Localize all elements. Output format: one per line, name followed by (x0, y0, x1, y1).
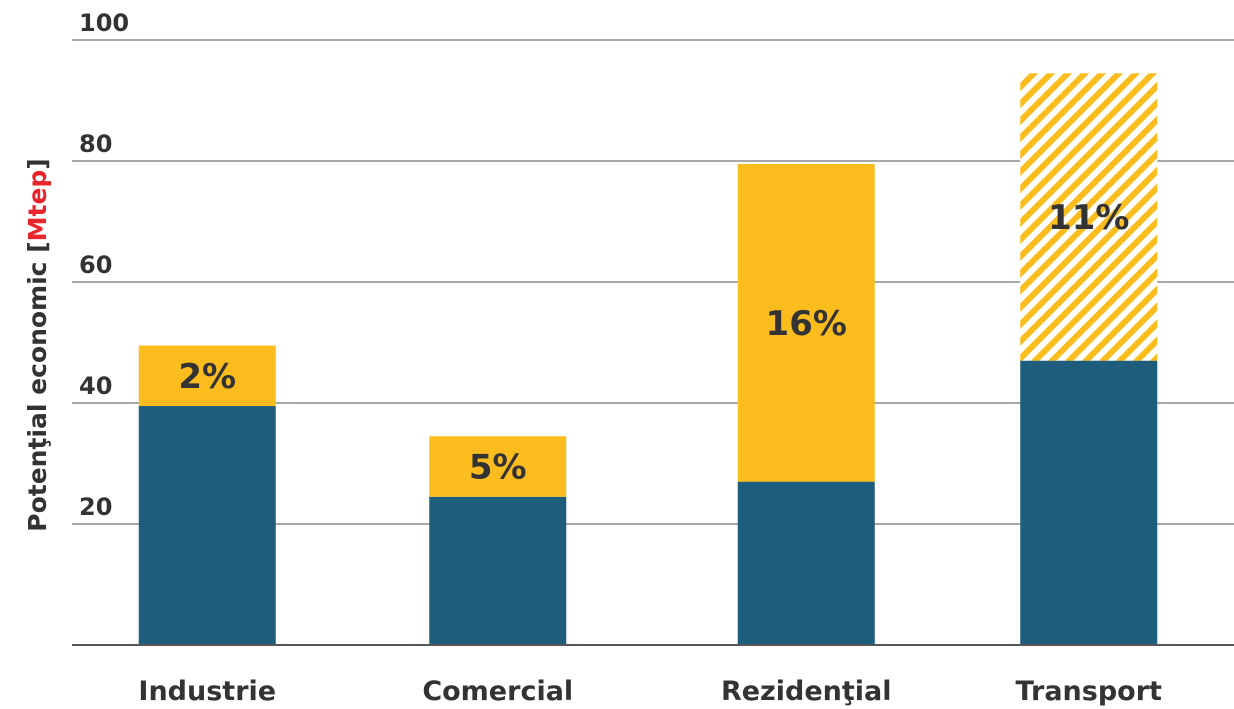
x-tick-label: Industrie (138, 676, 276, 707)
y-axis-label: Potenţial economic [Mtep] (23, 158, 52, 531)
y-axis-label-text: Potenţial economic [ (23, 241, 52, 531)
data-label: 5% (469, 448, 527, 488)
y-tick-label: 40 (79, 372, 112, 400)
x-tick-labels: Industrie Comercial Rezidenţial Transport (138, 676, 1162, 707)
x-tick-label: Comercial (422, 676, 573, 707)
y-tick-label: 20 (79, 493, 112, 521)
data-labels: 2% 5% 16% 11% (178, 198, 1129, 488)
x-tick-label: Rezidenţial (721, 676, 892, 707)
bar-transport-segment-1 (1020, 360, 1158, 645)
y-tick-label: 60 (79, 251, 112, 279)
bar-transport-segment-2 (1020, 73, 1158, 361)
x-tick-label: Transport (1016, 676, 1162, 707)
y-tick-labels: 20 40 60 80 100 (79, 9, 129, 521)
bar-comercial-segment-2 (429, 436, 567, 497)
bar-rezidenţial-segment-2 (737, 164, 875, 482)
data-label: 11% (1048, 198, 1129, 238)
data-label: 16% (766, 304, 847, 344)
y-tick-label: 100 (79, 9, 129, 37)
bar-comercial-segment-1 (429, 496, 567, 645)
bar-industrie-segment-1 (138, 406, 276, 645)
y-axis-label-close: ] (23, 158, 52, 169)
bar-industrie-segment-2 (138, 345, 276, 407)
bar-rezidenţial-segment-1 (737, 481, 875, 645)
data-label: 2% (178, 357, 236, 397)
y-tick-label: 80 (79, 130, 112, 158)
y-axis-label-unit: Mtep (23, 170, 52, 242)
bars (138, 73, 1158, 645)
